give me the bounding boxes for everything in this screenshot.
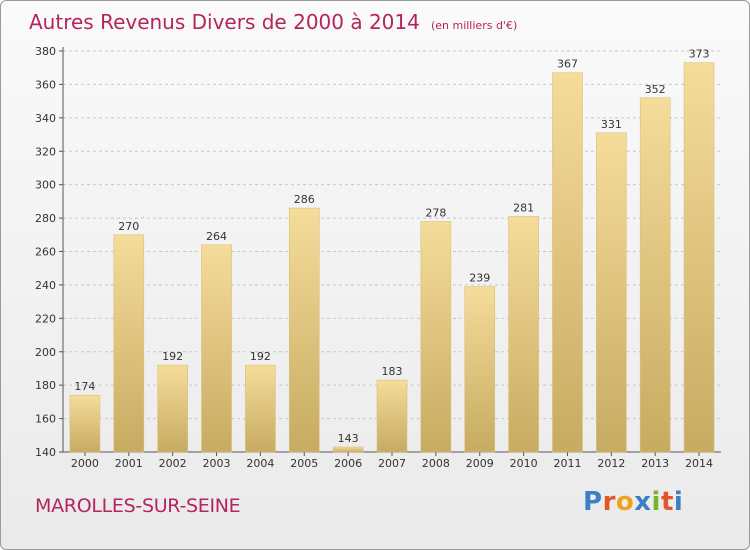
y-tick-label: 140 <box>35 446 56 459</box>
bar <box>157 364 188 453</box>
data-label: 270 <box>118 220 139 233</box>
logo-letter: i <box>651 487 661 517</box>
data-label: 239 <box>469 272 490 285</box>
chart-subtitle: (en milliers d'€) <box>430 19 518 32</box>
data-label: 331 <box>601 118 622 131</box>
data-label: 352 <box>645 83 666 96</box>
title-row: Autres Revenus Divers de 2000 à 2014 (en… <box>29 10 517 34</box>
bar <box>639 97 671 453</box>
y-tick-label: 240 <box>35 279 56 292</box>
x-tick-label: 2009 <box>466 457 494 470</box>
logo-letter: P <box>583 487 603 517</box>
data-label: 192 <box>250 350 271 363</box>
city-name: MAROLLES-SUR-SEINE <box>35 495 241 517</box>
bar <box>420 221 452 453</box>
data-label: 286 <box>294 193 315 206</box>
bar <box>464 286 496 453</box>
bar <box>288 207 320 453</box>
data-label: 278 <box>425 206 446 219</box>
data-label: 143 <box>338 432 359 445</box>
data-label: 192 <box>162 350 183 363</box>
y-tick-label: 280 <box>35 212 56 225</box>
y-tick-label: 220 <box>35 312 56 325</box>
bar <box>596 132 627 453</box>
labels: 174 270 192 264 192 286 143 183 278 239 281 367 331 3… <box>74 48 709 445</box>
bar <box>508 216 539 453</box>
y-tick-label: 300 <box>35 179 56 192</box>
x-tick-label: 2012 <box>597 457 625 470</box>
logo-letter: x <box>634 487 652 517</box>
bar <box>376 379 408 453</box>
logo-letter: o <box>615 487 635 517</box>
y-tick-label: 360 <box>35 78 56 91</box>
bar <box>201 244 232 453</box>
proxiti-logo: Proxiti <box>583 487 683 517</box>
data-label: 183 <box>382 365 403 378</box>
data-label: 367 <box>557 58 578 71</box>
logo-letter: r <box>602 487 616 517</box>
logo-letter: t <box>660 487 674 517</box>
bar <box>245 364 276 453</box>
x-tick-label: 2001 <box>115 457 143 470</box>
y-tick-label: 180 <box>35 379 56 392</box>
x-tick-label: 2000 <box>71 457 99 470</box>
data-label: 281 <box>513 201 534 214</box>
data-label: 174 <box>74 380 95 393</box>
data-label: 373 <box>689 48 710 61</box>
x-tick-label: 2011 <box>553 457 581 470</box>
y-tick-label: 340 <box>35 112 56 125</box>
x-tick-label: 2003 <box>203 457 231 470</box>
x-tick-label: 2005 <box>290 457 318 470</box>
y-tick-label: 320 <box>35 145 56 158</box>
chart-title: Autres Revenus Divers de 2000 à 2014 <box>29 10 420 34</box>
x-tick-label: 2008 <box>422 457 450 470</box>
bar <box>683 62 715 453</box>
x-tick-label: 2010 <box>510 457 538 470</box>
x-tick-label: 2013 <box>641 457 669 470</box>
x-tick-label: 2014 <box>685 457 713 470</box>
y-tick-label: 200 <box>35 346 56 359</box>
bar <box>552 72 583 453</box>
y-tick-label: 260 <box>35 246 56 259</box>
y-tick-label: 160 <box>35 413 56 426</box>
data-label: 264 <box>206 230 227 243</box>
y-tick-label: 380 <box>35 45 56 58</box>
bars <box>69 62 715 453</box>
bar <box>332 446 364 453</box>
bar <box>113 234 145 453</box>
bar <box>69 394 101 453</box>
x-tick-label: 2007 <box>378 457 406 470</box>
logo-letter: i <box>673 487 684 517</box>
x-tick-label: 2002 <box>159 457 187 470</box>
x-tick-label: 2004 <box>246 457 274 470</box>
x-tick-label: 2006 <box>334 457 362 470</box>
